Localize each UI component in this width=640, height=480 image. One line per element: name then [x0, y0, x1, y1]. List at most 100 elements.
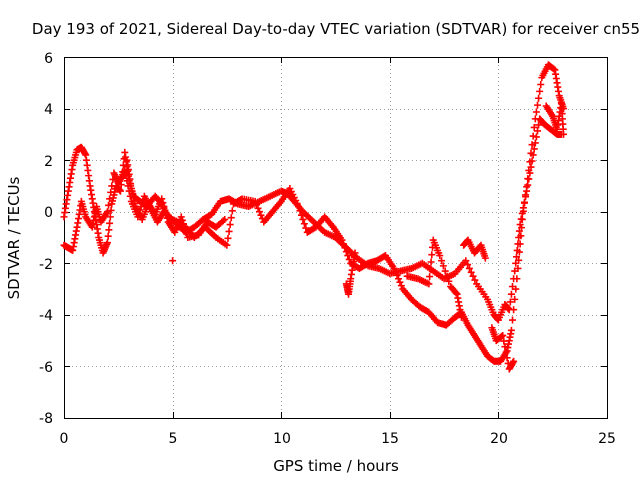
- y-tick-label: 6: [44, 51, 53, 67]
- data-point: [507, 290, 515, 298]
- data-point: [531, 115, 539, 123]
- data-point: [221, 215, 229, 223]
- data-point: [397, 282, 405, 290]
- data-point: [537, 81, 545, 89]
- data-point: [510, 306, 518, 314]
- data-point: [518, 215, 526, 223]
- data-point: [219, 217, 227, 225]
- data-point: [226, 221, 234, 229]
- data-point: [506, 298, 514, 306]
- data-point: [535, 94, 543, 102]
- data-point: [160, 203, 168, 211]
- data-point: [393, 271, 401, 279]
- data-point: [182, 227, 190, 235]
- data-point: [224, 234, 232, 242]
- plot-frame: [64, 57, 608, 419]
- data-point: [181, 223, 189, 231]
- data-point: [297, 211, 305, 219]
- data-point: [426, 273, 434, 281]
- x-tick-label: 15: [381, 431, 399, 447]
- data-point: [179, 220, 187, 228]
- data-point: [529, 132, 537, 140]
- data-point: [428, 251, 436, 259]
- data-point: [103, 208, 111, 216]
- data-point: [107, 206, 115, 214]
- data-point: [105, 201, 113, 209]
- data-point: [502, 348, 510, 356]
- data-point: [436, 252, 444, 260]
- axis-ticks: [64, 57, 608, 419]
- data-point: [338, 236, 346, 244]
- y-tick-label: -8: [39, 411, 53, 427]
- data-point: [106, 195, 114, 203]
- data-point: [509, 316, 517, 324]
- data-point: [510, 357, 518, 365]
- data-point: [163, 214, 171, 222]
- y-tick-label: 0: [44, 205, 53, 221]
- data-point: [535, 121, 543, 129]
- y-tick-label: 4: [44, 102, 53, 118]
- data-point: [503, 354, 511, 362]
- data-point: [121, 166, 129, 174]
- data-point: [345, 255, 353, 263]
- data-point: [532, 108, 540, 116]
- data-point: [526, 158, 534, 166]
- x-tick-label: 0: [60, 431, 69, 447]
- y-tick-label: -2: [39, 257, 53, 273]
- data-point: [106, 213, 114, 221]
- data-point: [445, 277, 453, 285]
- data-point: [522, 191, 530, 199]
- data-point: [122, 172, 130, 180]
- data-point: [158, 195, 166, 203]
- data-point: [178, 216, 186, 224]
- y-tick-label: 2: [44, 154, 53, 170]
- data-point: [533, 101, 541, 109]
- x-tick-label: 20: [490, 431, 508, 447]
- data-point: [512, 285, 520, 293]
- data-point: [394, 275, 402, 283]
- data-point: [439, 262, 447, 270]
- data-point: [469, 272, 477, 280]
- data-point: [516, 240, 524, 248]
- data-point: [177, 213, 185, 221]
- data-point: [223, 241, 231, 249]
- data-point: [525, 166, 533, 174]
- data-point: [159, 199, 167, 207]
- chart-title: Day 193 of 2021, Sidereal Day-to-day VTE…: [32, 20, 640, 38]
- data-point: [162, 210, 170, 218]
- data-point: [532, 133, 540, 141]
- data-point: [550, 65, 558, 73]
- data-point: [425, 280, 433, 288]
- data-point: [390, 264, 398, 272]
- data-point: [344, 252, 352, 260]
- data-point: [228, 207, 236, 215]
- data-point: [106, 219, 114, 227]
- data-point: [227, 214, 235, 222]
- x-tick-label: 25: [598, 431, 616, 447]
- data-point: [500, 337, 508, 345]
- data-point: [255, 208, 263, 216]
- data-point: [253, 201, 261, 209]
- data-point: [533, 127, 541, 135]
- data-point: [518, 224, 526, 232]
- data-point: [507, 326, 515, 334]
- data-point: [464, 261, 472, 269]
- data-point: [523, 183, 531, 191]
- data-point: [295, 203, 303, 211]
- data-point: [107, 188, 115, 196]
- data-point: [513, 275, 521, 283]
- data-point: [462, 257, 470, 265]
- data-point: [351, 249, 359, 257]
- data-point: [467, 268, 475, 276]
- data-point: [392, 268, 400, 276]
- data-point: [517, 232, 525, 240]
- y-tick-label: -4: [39, 308, 53, 324]
- data-point: [104, 232, 112, 240]
- data-point: [342, 248, 350, 256]
- data-point: [103, 239, 111, 247]
- data-point: [251, 197, 259, 205]
- data-point: [452, 289, 460, 297]
- data-point: [396, 278, 404, 286]
- y-tick-label: -6: [39, 360, 53, 376]
